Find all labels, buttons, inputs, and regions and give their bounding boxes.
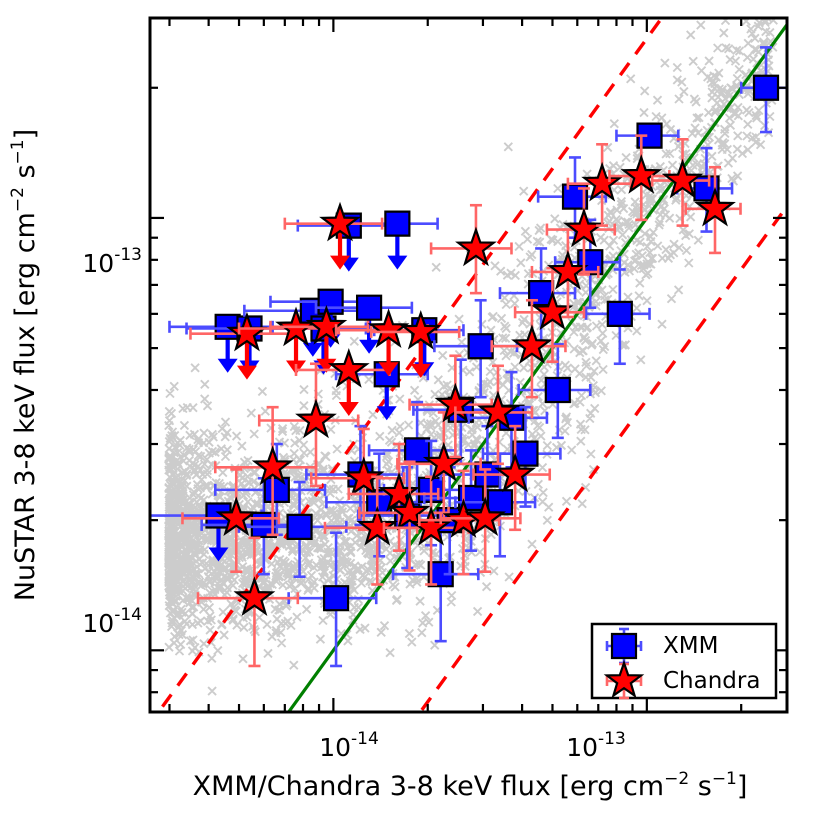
svg-text:10-14: 10-14 xyxy=(319,729,379,762)
legend-marker-xmm xyxy=(605,627,643,665)
xmm-data-point[interactable] xyxy=(606,300,633,327)
chandra-data-point[interactable] xyxy=(233,576,276,616)
chandra-data-point[interactable] xyxy=(327,348,370,388)
x-axis-label: XMM/Chandra 3-8 keV flux [erg cm−2 s−1] xyxy=(193,769,748,802)
xmm-data-point[interactable] xyxy=(286,513,313,540)
chandra-data-point[interactable] xyxy=(547,250,589,290)
chandra-data-point[interactable] xyxy=(620,154,663,194)
xmm-data-point[interactable] xyxy=(404,437,431,464)
chandra-data-point[interactable] xyxy=(477,390,519,431)
chandra-data-point[interactable] xyxy=(378,471,420,512)
chandra-data-point[interactable] xyxy=(305,304,348,345)
xmm-data-point[interactable] xyxy=(322,585,350,612)
chandra-data-point[interactable] xyxy=(319,201,361,242)
chandra-data-point[interactable] xyxy=(251,445,294,486)
chandra-data-point[interactable] xyxy=(399,309,442,350)
y-axis-label: NuSTAR 3-8 keV flux [erg cm−2 s−1] xyxy=(8,129,41,601)
legend-box[interactable]: XMM Chandra xyxy=(590,622,778,700)
axis-frame xyxy=(148,16,789,714)
chandra-data-point[interactable] xyxy=(581,161,624,202)
chandra-data-point[interactable] xyxy=(388,490,431,531)
svg-text:10-13: 10-13 xyxy=(566,729,626,762)
y-tick-label-1: 10-13 xyxy=(82,245,142,278)
legend-label-chandra: Chandra xyxy=(663,668,760,694)
xmm-data-point[interactable] xyxy=(544,376,571,404)
chandra-data-point[interactable] xyxy=(215,496,258,537)
chandra-data-point[interactable] xyxy=(563,207,605,248)
chandra-data-point[interactable] xyxy=(494,452,536,493)
chandra-data-point[interactable] xyxy=(367,308,410,348)
axis-ticks xyxy=(150,18,787,712)
chandra-data-point[interactable] xyxy=(511,324,553,364)
legend-entries[interactable] xyxy=(603,627,645,700)
xmm-data-point[interactable] xyxy=(355,294,383,321)
chandra-data-point[interactable] xyxy=(464,496,507,537)
legend-frame xyxy=(590,622,778,700)
chandra-data-point[interactable] xyxy=(531,290,574,331)
xmm-data-point[interactable] xyxy=(263,476,290,503)
xmm-data-point[interactable] xyxy=(752,74,780,101)
xmm-data-point[interactable] xyxy=(486,489,514,516)
xmm-data-point[interactable] xyxy=(467,333,494,360)
y-tick-label-2: 10-14 xyxy=(82,605,142,638)
svg-text:10-14: 10-14 xyxy=(82,605,142,638)
chandra-data-point[interactable] xyxy=(455,226,497,267)
chandra-data-point[interactable] xyxy=(356,505,399,546)
x-tick-label-2: 10-13 xyxy=(566,729,626,762)
xmm-data-point[interactable] xyxy=(384,210,411,237)
legend-marker-chandra xyxy=(603,659,645,700)
chandra-data-point[interactable] xyxy=(410,505,452,546)
chandra-data-point[interactable] xyxy=(694,186,736,227)
chandra-data-point[interactable] xyxy=(295,398,337,439)
chandra-data-point[interactable] xyxy=(661,158,704,199)
xmm-data-point[interactable] xyxy=(317,288,344,315)
xmm-data-point[interactable] xyxy=(636,122,663,149)
svg-text:10-13: 10-13 xyxy=(82,245,142,278)
xmm-data-point[interactable] xyxy=(427,561,454,588)
x-tick-label-1: 10-14 xyxy=(319,729,379,762)
series-chandra-points[interactable] xyxy=(181,134,742,668)
legend-label-xmm: XMM xyxy=(663,633,718,659)
chandra-data-point[interactable] xyxy=(342,456,385,497)
